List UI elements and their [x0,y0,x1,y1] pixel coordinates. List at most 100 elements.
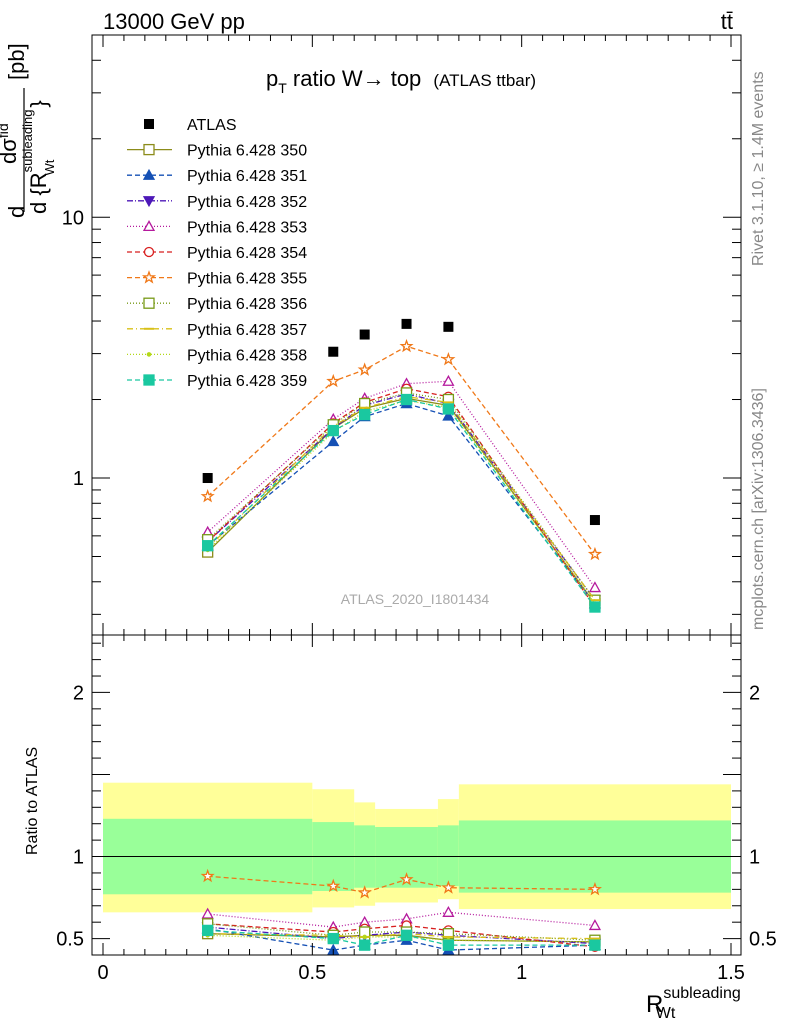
legend-label: Pythia 6.428 359 [187,373,307,390]
series-353 [201,374,602,593]
ratio-series-359 [202,924,601,951]
series-point [441,351,456,366]
series-line [207,392,596,601]
legend-label: Pythia 6.428 358 [187,347,307,364]
ratio-point [589,939,601,951]
ratio-point [442,939,455,951]
main-panel: pT ratio W→ top (ATLAS ttbar) ATLAS_2020… [91,34,742,636]
series-359 [202,393,601,613]
y-label-subleading: subleading [20,110,35,173]
ratio-point [362,934,367,940]
series-line [207,397,596,604]
series-line [207,398,596,608]
legend-label: Pythia 6.428 353 [187,219,307,236]
ratio-y-tick-label-right: 2 [749,682,760,704]
ratio-point [357,885,372,899]
ratio-point [200,868,215,883]
data-point [401,318,412,329]
series-point [442,374,455,386]
series-line [207,399,596,604]
x-tick-label: 0 [97,962,108,984]
legend-marker [146,352,152,357]
y-label-denominator: d {Rsubleading Wt} [20,100,57,214]
series-355 [200,338,602,561]
y-label-d-r: d {R [26,172,51,214]
y-label-close-brace: } [26,100,51,107]
ratio-y-label: Ratio to ATLAS [24,747,41,855]
ratio-line [207,923,595,941]
ratio-line [207,875,595,894]
ratio-point [201,907,214,919]
series-point [357,362,372,376]
axes: 0 0.5 1 1.5 1 10 0.5 0.5 1 1 2 2 [56,34,777,984]
series-point [442,409,455,421]
ratio-point [442,905,455,917]
ratio-point [588,919,602,931]
ratio-point [202,924,214,937]
x-tick-label: 1.5 [717,962,745,984]
series-line [207,402,596,604]
series-point [202,540,214,552]
legend-marker [141,270,157,284]
series-351 [201,397,602,609]
ratio-point [441,880,456,894]
series-point [327,435,340,447]
legend-label: Pythia 6.428 354 [187,245,307,262]
ratio-line [207,933,595,940]
series-point [589,601,601,613]
series-point [359,408,371,421]
data-series-atlas [202,318,600,526]
ratio-series-353 [201,905,602,932]
legend-marker [142,168,156,180]
chart-title-rest: ratio W→ top [287,66,421,91]
series-line [207,345,596,555]
ratio-y-tick-label: 1 [73,847,84,869]
legend-marker [143,297,155,309]
legend-marker [143,246,155,258]
legend: ATLAS Pythia 6.428 350 Pythia 6.428 351 Pyt… [127,117,307,390]
ratio-y-tick-label: 0.5 [56,929,84,951]
ratio-panel: Ratio to ATLAS [24,634,742,956]
ratio-line [207,929,595,946]
y-label-dsigma: dσ [0,138,21,164]
legend-label: Pythia 6.428 356 [187,296,307,313]
rivet-label: Rivet 3.1.10, ≥ 1.4M events [750,71,767,266]
analysis-label: ATLAS_2020_I1801434 [341,591,490,607]
ratio-plot-content [92,782,741,955]
ratio-point [400,929,413,941]
legend-marker [143,143,155,156]
data-point [202,473,213,484]
ratio-y-tick-label-right: 0.5 [749,929,777,951]
x-label-subleading: subleading [663,985,740,1002]
chart-title-small: (ATLAS ttbar) [433,71,536,90]
series-point [200,489,215,503]
legend-label: Pythia 6.428 357 [187,322,307,339]
x-tick-label: 0.5 [298,962,326,984]
y-axis-label-top: d dσfid d {Rsubleading Wt} [pb] [0,43,57,218]
series-point [587,546,602,561]
legend-marker [142,220,156,232]
series-point [326,373,341,388]
x-label-wt: Wt [656,1005,676,1022]
energy-label: 13000 GeV pp [103,9,245,34]
legend-marker-atlas [144,119,154,129]
series-point [399,338,414,353]
series-point [588,581,602,593]
legend-label-atlas: ATLAS [187,117,237,134]
y-label-d: d [4,206,29,218]
series-line [207,396,596,601]
ratio-point [359,939,371,951]
ratio-y-tick-label: 2 [73,682,84,704]
ratio-line [207,923,596,948]
main-plot-content [200,318,602,613]
chart-title-p: p [266,66,278,91]
y-label-unit: [pb] [4,43,29,80]
legend-label: Pythia 6.428 352 [187,194,307,211]
x-label-r: R [646,991,663,1018]
legend-marker [142,196,156,208]
x-tick-label: 1 [516,962,527,984]
ratio-point [587,881,602,896]
y-label-numerator: dσfid [0,123,21,164]
ratio-line [207,911,595,928]
